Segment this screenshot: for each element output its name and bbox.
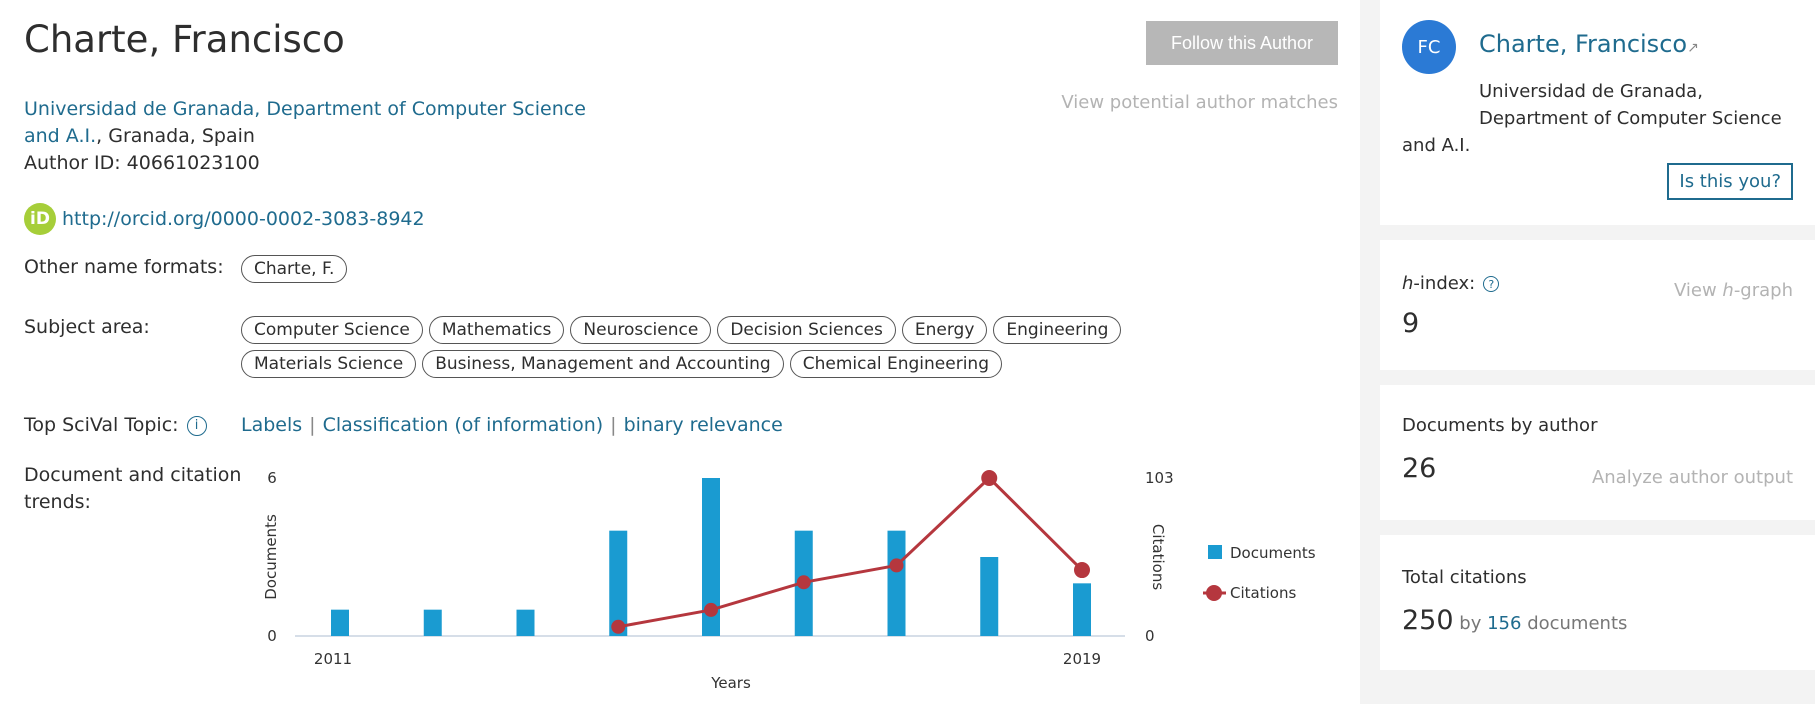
documents-label: Documents by author [1402, 415, 1598, 436]
document-bar [887, 530, 906, 636]
subject-tag: Mathematics [428, 316, 565, 344]
citation-point [796, 575, 811, 590]
scival-label: Top SciVal Topic: [24, 414, 179, 436]
citations-value: 250 [1402, 605, 1454, 636]
hindex-card: h-index:? 9 View h-graph [1380, 240, 1815, 370]
document-bar [980, 557, 999, 636]
subject-tag: Materials Science [241, 350, 417, 378]
citation-point [611, 619, 626, 634]
author-id: Author ID: 40661023100 [24, 152, 260, 174]
sidebar-affiliation: Universidad de Granada, Department of Co… [1402, 78, 1802, 159]
y-tick-label: 0 [267, 627, 277, 645]
other-names-list: Charte, F. [241, 255, 1241, 283]
citation-point [889, 558, 904, 573]
sidebar: FC Charte, Francisco↗ Universidad de Gra… [1360, 0, 1815, 704]
trends-label-line2: trends: [24, 491, 91, 513]
trends-label-line1: Document and citation [24, 464, 242, 486]
documents-card: Documents by author 26 Analyze author ou… [1380, 385, 1815, 520]
author-card: FC Charte, Francisco↗ Universidad de Gra… [1380, 0, 1815, 225]
topic-link[interactable]: binary relevance [623, 414, 783, 436]
document-bar [1073, 583, 1091, 636]
total-citations-label: Total citations [1402, 567, 1527, 588]
citation-point [1074, 562, 1090, 579]
orcid-row: iD http://orcid.org/0000-0002-3083-8942 [24, 203, 425, 235]
legend-citations-label: Citations [1230, 584, 1296, 602]
document-citation-chart: 0 6 0 103 Documents Citations Years 2011 2019 Doc… [262, 469, 1316, 692]
subject-tag: Neuroscience [570, 316, 712, 344]
is-this-you-button[interactable]: Is this you? [1667, 163, 1793, 200]
legend-citations-swatch [1206, 585, 1222, 601]
sidebar-affil-line: Universidad de Granada, [1479, 81, 1703, 102]
hindex-label-h: h [1402, 273, 1414, 294]
subject-area-list: Computer Science Mathematics Neuroscienc… [241, 316, 1241, 378]
citations-summary: 250 by 156 documents [1402, 605, 1627, 636]
y-tick-label: 6 [267, 469, 277, 487]
scival-topics: Labels | Classification (of information) | b… [241, 414, 783, 436]
sidebar-author-name[interactable]: Charte, Francisco↗ [1479, 30, 1699, 58]
x-axis-title: Years [710, 674, 751, 692]
citations-line [617, 475, 1084, 629]
y2-tick-label: 0 [1145, 627, 1155, 645]
view-hgraph-link[interactable]: View h-graph [1674, 280, 1793, 301]
topic-separator: | [309, 414, 316, 436]
citing-documents-link[interactable]: 156 [1487, 613, 1522, 634]
legend-documents-label: Documents [1230, 544, 1316, 562]
hindex-label: h-index:? [1402, 273, 1500, 294]
trends-label: Document and citation trends: [24, 462, 241, 516]
info-icon[interactable]: i [186, 415, 207, 436]
sidebar-affil-line: and A.I. [1402, 135, 1471, 156]
topic-separator: | [610, 414, 617, 436]
documents-count: 26 [1402, 453, 1437, 484]
hindex-value: 9 [1402, 308, 1420, 339]
subject-tag: Decision Sciences [717, 316, 896, 344]
subject-tag: Energy [901, 316, 988, 344]
document-bar [331, 609, 349, 636]
hindex-label-rest: -index: [1413, 273, 1476, 294]
topic-link[interactable]: Labels [241, 414, 303, 436]
y2-tick-label: 103 [1145, 469, 1174, 487]
affiliation-location: , Granada, Spain [96, 125, 255, 147]
citations-by: by [1459, 613, 1482, 634]
subject-tag: Chemical Engineering [789, 350, 1002, 378]
view-potential-matches-link[interactable]: View potential author matches [1061, 92, 1338, 113]
sidebar-author-link[interactable]: Charte, Francisco [1479, 30, 1688, 58]
y2-axis-title: Citations [1149, 524, 1167, 590]
document-bar [702, 478, 720, 636]
analyze-output-link[interactable]: Analyze author output [1591, 467, 1793, 488]
author-profile-main: Charte, Francisco Follow this Author Vie… [24, 18, 1338, 692]
document-bar [609, 530, 628, 636]
name-format-tag: Charte, F. [241, 255, 348, 283]
external-link-icon: ↗ [1687, 40, 1699, 56]
x-tick-label: 2019 [1063, 650, 1101, 668]
avatar: FC [1402, 20, 1456, 74]
x-tick-label: 2011 [314, 650, 352, 668]
orcid-icon: iD [24, 203, 56, 235]
view-hgraph-post: -graph [1733, 280, 1793, 301]
citation-point [981, 470, 998, 486]
scival-label-row: Top SciVal Topic: i [24, 414, 207, 436]
view-hgraph-h: h [1722, 280, 1734, 301]
follow-author-button[interactable]: Follow this Author [1146, 21, 1338, 65]
citations-card: Total citations 250 by 156 documents [1380, 535, 1815, 670]
help-icon[interactable]: ? [1483, 276, 1500, 292]
document-bar [516, 609, 535, 636]
view-hgraph-pre: View [1673, 280, 1723, 301]
topic-link[interactable]: Classification (of information) [322, 414, 604, 436]
subject-tag: Engineering [993, 316, 1122, 344]
orcid-link[interactable]: http://orcid.org/0000-0002-3083-8942 [62, 208, 425, 230]
legend-documents-swatch [1208, 545, 1222, 559]
sidebar-affil-line: Department of Computer Science [1479, 108, 1782, 129]
citation-point [704, 602, 718, 617]
y-axis-title: Documents [262, 514, 280, 600]
affiliation-link-cont[interactable]: and A.I. [24, 125, 97, 147]
page-title: Charte, Francisco [24, 18, 345, 61]
document-bar [423, 609, 442, 636]
subject-tag: Business, Management and Accounting [422, 350, 784, 378]
affiliation-link[interactable]: Universidad de Granada, Department of Co… [24, 98, 586, 120]
subject-area-label: Subject area: [24, 316, 150, 338]
subject-tag: Computer Science [241, 316, 423, 344]
other-names-label: Other name formats: [24, 256, 224, 278]
citations-docs-suffix: documents [1527, 613, 1628, 634]
author-affiliation: Universidad de Granada, Department of Co… [24, 96, 624, 177]
